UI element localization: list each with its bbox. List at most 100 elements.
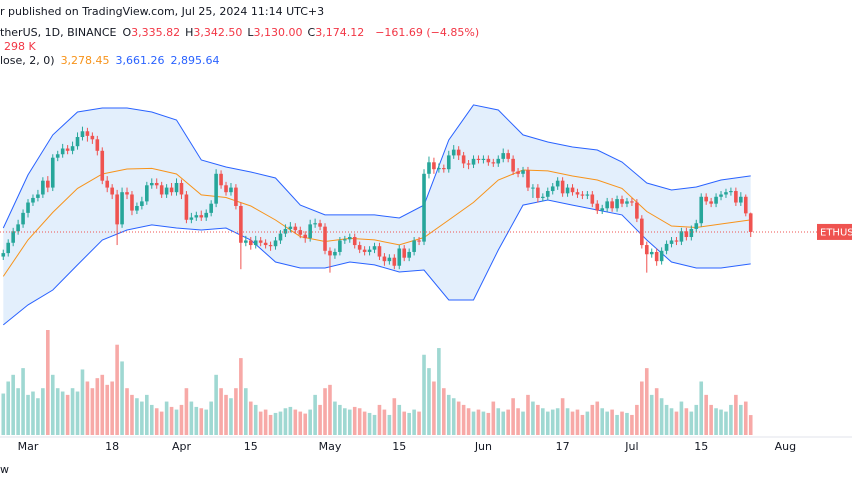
candle-body — [734, 191, 738, 203]
candle-body — [570, 187, 575, 193]
volume-bar — [293, 409, 298, 435]
candle-body — [550, 186, 555, 192]
volume-bar — [427, 368, 431, 435]
volume-bar — [283, 408, 288, 435]
title: r published on TradingView.com, Jul 25, … — [0, 5, 325, 18]
volume-bar — [248, 401, 253, 435]
candle-body — [219, 173, 223, 186]
volume-bar — [164, 401, 169, 435]
band-lower — [2, 199, 751, 326]
candle-body — [644, 245, 649, 255]
candle-body — [323, 226, 327, 251]
volume-bar — [46, 330, 50, 435]
candle-body — [234, 187, 238, 206]
candle-body — [545, 191, 550, 197]
candle-body — [536, 187, 540, 198]
volume-bar — [110, 381, 114, 435]
candle-body — [31, 197, 35, 203]
band-fill — [3, 104, 751, 325]
x-tick-label: 15 — [244, 440, 258, 453]
volume-bar — [120, 361, 124, 435]
volume-bar — [75, 391, 80, 435]
volume-bar — [333, 401, 337, 435]
volume-bar — [491, 401, 496, 435]
candle-body — [303, 234, 308, 239]
candle-body — [1, 253, 6, 257]
volume-bar — [541, 408, 545, 435]
volume-bar — [55, 388, 60, 435]
symbol-line: therUS, 1D, BINANCE O 3,335.82 H 3,342.50 L 3… — [0, 26, 479, 39]
candle-body — [565, 187, 570, 194]
price-label: ETHUSI — [820, 227, 852, 238]
candle-body — [451, 149, 456, 156]
candle-body — [318, 223, 322, 227]
volume-bar — [105, 384, 110, 435]
volume-bar — [412, 409, 416, 435]
candle-body — [26, 202, 30, 213]
candle-body — [367, 249, 372, 252]
candle-body — [184, 194, 189, 220]
volume-bar — [263, 409, 268, 435]
candle-body — [684, 231, 689, 238]
volume-bar — [615, 414, 619, 435]
volume-bar — [664, 404, 669, 435]
volume-bar — [343, 408, 347, 435]
volume-bar — [521, 411, 525, 435]
volume-bar — [739, 404, 743, 435]
candle-body — [709, 201, 713, 204]
volume-bar — [357, 408, 362, 435]
volume-bar — [560, 398, 565, 435]
volume-bar — [397, 404, 402, 435]
candle-body — [392, 257, 397, 266]
volume-value: 298 K — [4, 40, 36, 53]
volume-bar — [26, 394, 30, 435]
volume-bar — [704, 394, 708, 435]
volume-bar — [640, 381, 644, 435]
candle-body — [531, 187, 535, 189]
volume-bar — [90, 388, 95, 435]
volume-bar — [239, 358, 243, 435]
candle-body — [679, 231, 684, 242]
volume-bar — [80, 369, 85, 435]
candle-body — [689, 228, 694, 238]
candle-body — [21, 212, 25, 225]
bands-upper: 3,661.26 — [115, 54, 165, 67]
candle-body — [427, 162, 431, 174]
volume-bar — [506, 409, 510, 435]
bands-line: lose, 2, 0) 3,278.45 3,661.26 2,895.64 — [0, 54, 220, 67]
candle-body — [46, 180, 50, 188]
candle-body — [659, 250, 664, 262]
candle-body — [506, 153, 510, 159]
x-tick-label: May — [319, 440, 342, 453]
candle-body — [615, 199, 619, 209]
volume-bar — [659, 398, 664, 435]
volume-bar — [41, 388, 45, 435]
volume-bar — [303, 413, 308, 435]
candle-body — [417, 240, 421, 242]
volume-bar — [367, 412, 372, 435]
volume-bar — [100, 374, 105, 435]
candle-body — [125, 192, 129, 195]
candle-body — [486, 158, 491, 163]
ohlc-value: 3,335.82 — [131, 26, 181, 39]
volume-bar — [402, 411, 407, 435]
candle-body — [115, 194, 119, 225]
candle-body — [649, 251, 654, 255]
ohlc-key: H — [185, 26, 194, 39]
volume-bar — [60, 391, 65, 435]
candle-body — [145, 185, 149, 202]
candle-body — [442, 168, 446, 170]
candle-body — [164, 187, 169, 195]
candle-body — [347, 237, 352, 240]
candle-body — [748, 213, 753, 232]
publish-line: r published on TradingView.com, Jul 25, … — [0, 5, 324, 18]
volume-bar — [85, 381, 90, 435]
volume-bar — [199, 408, 204, 435]
volume-bar — [456, 401, 461, 435]
candle-body — [620, 199, 624, 204]
volume-bar — [709, 404, 713, 435]
volume-bar — [679, 401, 684, 435]
candle-body — [739, 196, 743, 203]
candle-body — [362, 249, 367, 252]
